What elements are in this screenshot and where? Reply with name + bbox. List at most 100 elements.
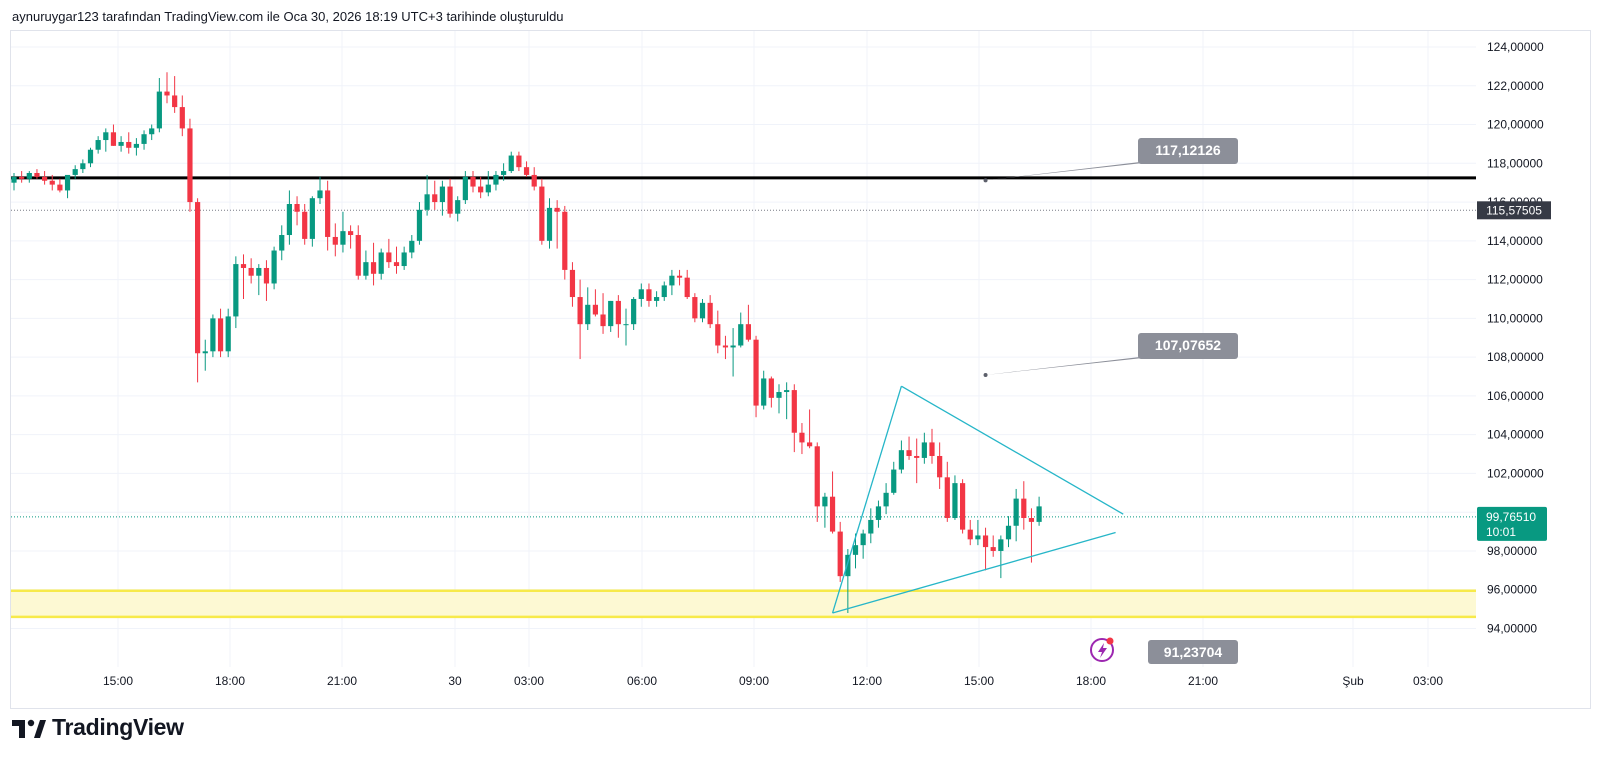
candle-body [692, 297, 698, 319]
candle-body [944, 477, 950, 519]
candle [937, 442, 943, 489]
candle-body [699, 302, 706, 319]
candle [807, 409, 813, 449]
candle [34, 169, 40, 179]
y-tick-label: 120,00000 [1487, 118, 1544, 132]
candle-body [722, 345, 729, 348]
candle [103, 128, 109, 152]
candle-body [340, 231, 346, 245]
candle [225, 308, 231, 358]
candle [661, 281, 667, 301]
candle [263, 260, 270, 301]
candle-body [1036, 506, 1042, 522]
candle [302, 204, 308, 245]
y-tick-label: 124,00000 [1487, 40, 1544, 54]
candle [271, 246, 277, 290]
candle-body [424, 194, 430, 210]
candle-body [608, 300, 614, 327]
candle [883, 483, 889, 515]
candle [546, 198, 553, 249]
candle-body [730, 345, 736, 348]
candle [126, 132, 132, 154]
candle-body [516, 155, 522, 168]
candle-body [149, 128, 155, 135]
candle [294, 196, 300, 226]
candle-body [1028, 518, 1035, 522]
tradingview-logo[interactable]: TradingView [12, 714, 184, 741]
candle [845, 549, 851, 613]
candle-body [256, 267, 262, 276]
candle [64, 174, 71, 199]
candle-body [1021, 498, 1027, 519]
zone-fill [11, 590, 1476, 617]
candle [1028, 508, 1035, 563]
candle-body [569, 269, 576, 298]
candle-body [738, 324, 744, 346]
candle-body [87, 149, 94, 164]
candle [631, 297, 637, 330]
candle-body [761, 378, 767, 406]
candle-body [615, 300, 621, 325]
candle-body [271, 250, 277, 284]
last-price-tag [1477, 506, 1547, 541]
candle [730, 328, 736, 377]
countdown-label: 10:01 [1486, 525, 1516, 539]
candle-body [416, 209, 423, 241]
candles [11, 72, 1042, 613]
candle-body [95, 140, 101, 150]
candle-body [791, 390, 797, 433]
x-tick-label: 03:00 [514, 674, 544, 688]
candle-body [891, 469, 897, 493]
candle-body [110, 132, 117, 146]
price-callout: 91,23704 [1148, 640, 1238, 664]
candle [1021, 481, 1027, 530]
candle [49, 174, 55, 191]
candle-body [179, 107, 185, 129]
y-tick-label: 106,00000 [1487, 389, 1544, 403]
candle [355, 225, 361, 280]
candle [470, 171, 476, 193]
candle [172, 76, 178, 113]
candle [975, 519, 981, 546]
callout-pointer [985, 357, 1152, 375]
candle [156, 78, 162, 133]
candle-body [363, 262, 369, 276]
candle [761, 370, 767, 410]
candle-body [240, 264, 247, 268]
candle [80, 159, 86, 173]
previous-close-tag-label: 115,57505 [1486, 203, 1542, 217]
lightning-icon[interactable] [1090, 637, 1114, 662]
candle [233, 256, 239, 329]
candle-body [592, 304, 598, 315]
y-tick-label: 118,00000 [1487, 156, 1543, 170]
candle [317, 176, 323, 205]
x-tick-label: 15:00 [103, 674, 133, 688]
candle [967, 519, 973, 546]
candle [577, 279, 583, 360]
candle [982, 527, 989, 571]
candle-body [661, 285, 667, 298]
candle-body [508, 155, 514, 172]
triangle-upper-line [901, 385, 1124, 515]
candle-body [921, 442, 927, 458]
candle [217, 308, 224, 358]
chart-frame [10, 30, 1591, 709]
candle [370, 242, 377, 286]
candle [26, 171, 32, 183]
candle [393, 246, 400, 274]
triangle-left-line [831, 386, 903, 614]
candle [424, 174, 430, 216]
callout-box [1138, 138, 1238, 164]
candle-body [852, 545, 859, 555]
candle [891, 461, 897, 495]
candle-body [478, 186, 484, 193]
candle-body [72, 169, 78, 175]
y-tick-label: 110,00000 [1487, 311, 1543, 325]
candle [133, 138, 139, 156]
candle [1005, 516, 1012, 548]
candle-body [1005, 525, 1012, 540]
candle-body [470, 176, 476, 187]
candle-body [172, 95, 178, 108]
